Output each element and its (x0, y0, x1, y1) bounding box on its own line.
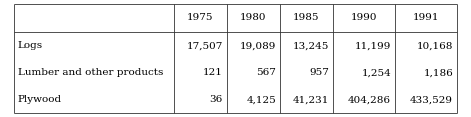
Text: 433,529: 433,529 (410, 95, 453, 104)
Text: 4,125: 4,125 (246, 95, 276, 104)
Text: 17,507: 17,507 (187, 41, 223, 50)
Text: Lumber and other products: Lumber and other products (18, 68, 163, 77)
Text: 1991: 1991 (413, 13, 439, 22)
Text: 1975: 1975 (187, 13, 213, 22)
Text: 1,186: 1,186 (423, 68, 453, 77)
Text: 36: 36 (210, 95, 223, 104)
Text: Plywood: Plywood (18, 95, 62, 104)
Text: 1985: 1985 (293, 13, 320, 22)
Text: 1,254: 1,254 (361, 68, 391, 77)
Text: 11,199: 11,199 (355, 41, 391, 50)
Text: 1990: 1990 (350, 13, 377, 22)
Text: Logs: Logs (18, 41, 43, 50)
Text: 19,089: 19,089 (240, 41, 276, 50)
Text: 1980: 1980 (240, 13, 267, 22)
Text: 121: 121 (203, 68, 223, 77)
Text: 957: 957 (309, 68, 329, 77)
Text: 10,168: 10,168 (417, 41, 453, 50)
Text: 41,231: 41,231 (293, 95, 329, 104)
Text: 567: 567 (256, 68, 276, 77)
Text: 404,286: 404,286 (348, 95, 391, 104)
Text: 13,245: 13,245 (293, 41, 329, 50)
